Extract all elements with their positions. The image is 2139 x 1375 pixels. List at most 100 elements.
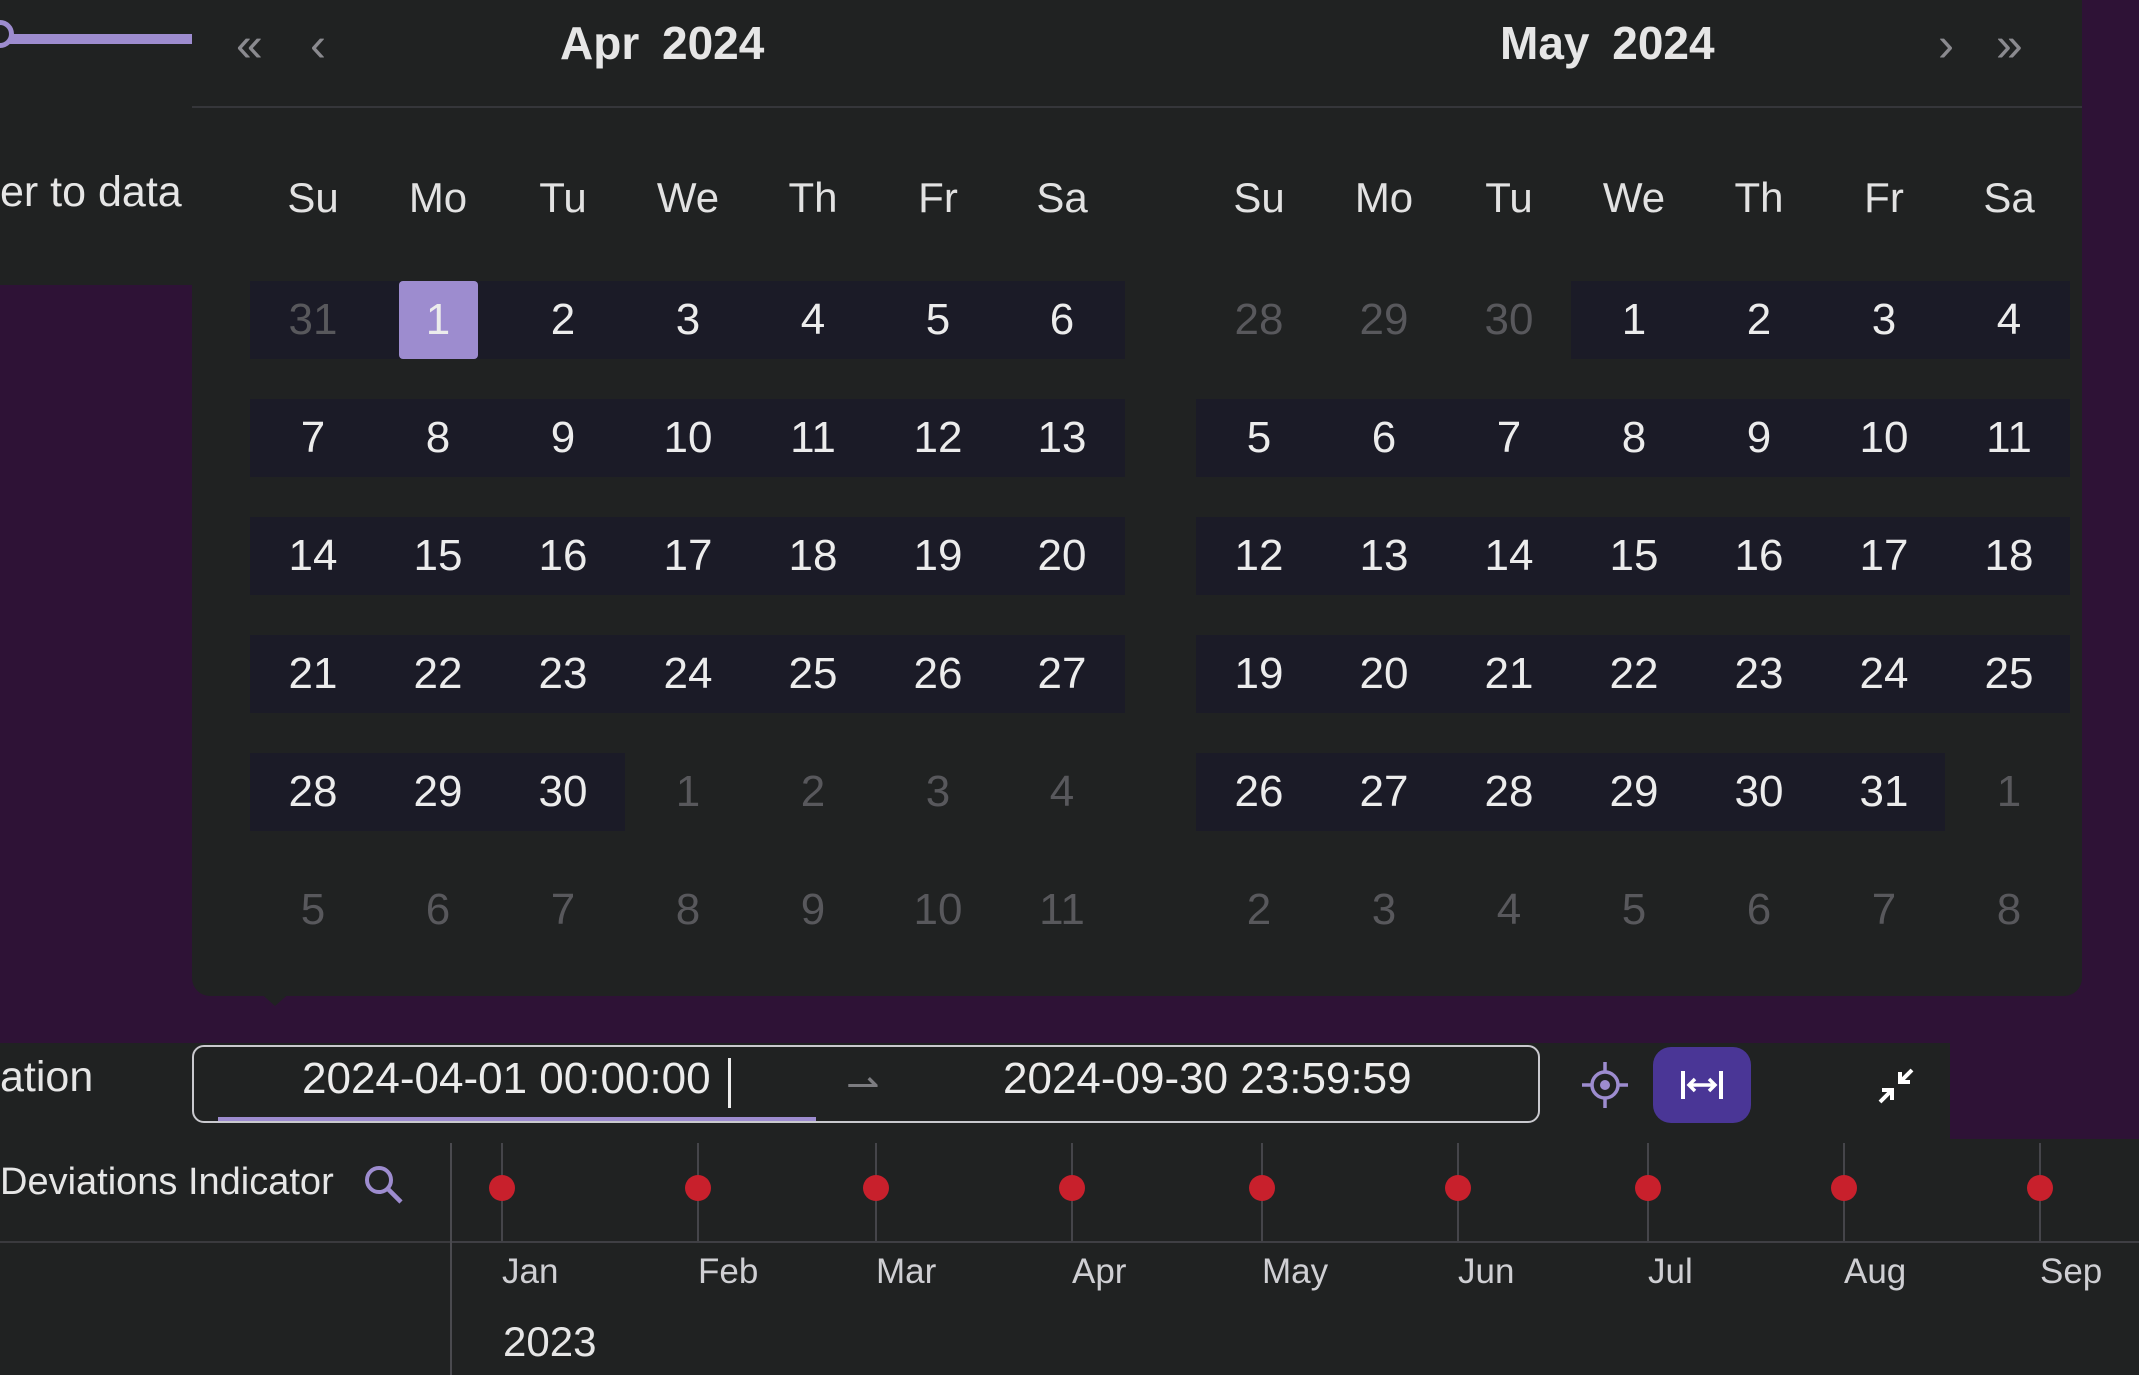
calendar-day-outside[interactable]: 2 [1246,885,1272,934]
calendar-day-outside[interactable]: 9 [800,885,826,934]
calendar-day[interactable]: 15 [1609,531,1659,580]
next-year-button[interactable]: » [1996,19,2023,72]
calendar-day[interactable]: 18 [788,531,838,580]
calendar-day[interactable]: 8 [1621,413,1647,462]
calendar-day[interactable]: 31 [1859,767,1909,816]
calendar-day[interactable]: 26 [1234,767,1284,816]
calendar-day[interactable]: 13 [1359,531,1409,580]
calendar-day[interactable]: 21 [1484,649,1534,698]
calendar-day-outside[interactable]: 7 [1871,885,1897,934]
calendar-day[interactable]: 3 [675,295,701,344]
next-month-button[interactable]: › [1938,19,1954,72]
locate-button[interactable] [1580,1060,1630,1110]
calendar-day[interactable]: 7 [1496,413,1522,462]
calendar-day-outside[interactable]: 3 [925,767,951,816]
search-button[interactable] [360,1161,406,1207]
right-year[interactable]: 2024 [1612,17,1715,69]
calendar-day[interactable]: 6 [1371,413,1397,462]
calendar-day[interactable]: 22 [1609,649,1659,698]
calendar-day[interactable]: 5 [1246,413,1272,462]
calendar-day-outside[interactable]: 1 [1996,767,2022,816]
calendar-day[interactable]: 13 [1037,413,1087,462]
calendar-day[interactable]: 18 [1984,531,2034,580]
calendar-day[interactable]: 14 [1484,531,1534,580]
calendar-day-outside[interactable]: 4 [1049,767,1075,816]
calendar-day[interactable]: 27 [1359,767,1409,816]
calendar-day[interactable]: 17 [1859,531,1909,580]
selected-day[interactable] [399,281,478,359]
calendar-day[interactable]: 20 [1359,649,1409,698]
calendar-day[interactable]: 6 [1049,295,1075,344]
calendar-day[interactable]: 24 [663,649,713,698]
calendar-day[interactable]: 10 [1859,413,1909,462]
calendar-day[interactable]: 28 [288,767,338,816]
calendar-day[interactable]: 29 [413,767,463,816]
calendar-day-outside[interactable]: 3 [1371,885,1397,934]
deviation-marker[interactable] [685,1175,711,1201]
fit-range-button[interactable] [1653,1047,1751,1123]
calendar-day[interactable]: 4 [1996,295,2022,344]
calendar-day[interactable]: 12 [1234,531,1284,580]
calendar-day[interactable]: 14 [288,531,338,580]
calendar-day[interactable]: 3 [1871,295,1897,344]
calendar-day-outside[interactable]: 4 [1496,885,1522,934]
calendar-day-outside[interactable]: 5 [1621,885,1647,934]
range-start-input[interactable]: 2024-04-01 00:00:00 [302,1054,711,1103]
deviation-marker[interactable] [1635,1175,1661,1201]
calendar-day[interactable]: 21 [288,649,338,698]
deviation-marker[interactable] [863,1175,889,1201]
slider-track[interactable] [0,34,200,44]
deviation-marker[interactable] [2027,1175,2053,1201]
calendar-day[interactable]: 1 [425,295,451,344]
calendar-day[interactable]: 2 [1746,295,1772,344]
calendar-day[interactable]: 9 [1746,413,1772,462]
calendar-day[interactable]: 23 [1734,649,1784,698]
calendar-day[interactable]: 9 [550,413,576,462]
calendar-day[interactable]: 5 [925,295,951,344]
right-month[interactable]: May [1500,17,1590,69]
calendar-day[interactable]: 2 [550,295,576,344]
right-month-title[interactable]: May 2024 [1500,16,1715,70]
deviation-marker[interactable] [1249,1175,1275,1201]
calendar-day[interactable]: 25 [1984,649,2034,698]
deviation-marker[interactable] [489,1175,515,1201]
calendar-day[interactable]: 7 [300,413,326,462]
calendar-day[interactable]: 4 [800,295,826,344]
calendar-day[interactable]: 27 [1037,649,1087,698]
prev-year-button[interactable]: « [236,19,263,72]
deviation-marker[interactable] [1445,1175,1471,1201]
calendar-day-outside[interactable]: 30 [1484,295,1534,344]
calendar-day[interactable]: 24 [1859,649,1909,698]
calendar-day-outside[interactable]: 1 [675,767,701,816]
calendar-day-outside[interactable]: 8 [1996,885,2022,934]
left-month-title[interactable]: Apr 2024 [560,16,764,70]
calendar-day-outside[interactable]: 8 [675,885,701,934]
calendar-day-outside[interactable]: 29 [1359,295,1409,344]
calendar-day[interactable]: 26 [913,649,963,698]
date-range-input[interactable] [192,1045,1540,1123]
calendar-day-outside[interactable]: 5 [300,885,326,934]
calendar-day-outside[interactable]: 6 [425,885,451,934]
left-year[interactable]: 2024 [662,17,765,69]
collapse-button[interactable] [1870,1060,1922,1112]
calendar-day[interactable]: 1 [1621,295,1647,344]
calendar-day[interactable]: 12 [913,413,963,462]
deviation-marker[interactable] [1059,1175,1085,1201]
calendar-day-outside[interactable]: 31 [288,295,338,344]
calendar-day[interactable]: 16 [1734,531,1784,580]
calendar-day[interactable]: 25 [788,649,838,698]
range-end-input[interactable]: 2024-09-30 23:59:59 [1003,1054,1412,1103]
calendar-day[interactable]: 19 [913,531,963,580]
calendar-day[interactable]: 22 [413,649,463,698]
calendar-day[interactable]: 15 [413,531,463,580]
calendar-day[interactable]: 8 [425,413,451,462]
calendar-day[interactable]: 30 [538,767,588,816]
calendar-day-outside[interactable]: 10 [913,885,963,934]
calendar-day[interactable]: 28 [1484,767,1534,816]
calendar-day-outside[interactable]: 7 [550,885,576,934]
calendar-day[interactable]: 20 [1037,531,1087,580]
calendar-day[interactable]: 10 [663,413,713,462]
calendar-day-outside[interactable]: 11 [1039,885,1085,934]
calendar-day[interactable]: 17 [663,531,713,580]
left-month[interactable]: Apr [560,17,640,69]
